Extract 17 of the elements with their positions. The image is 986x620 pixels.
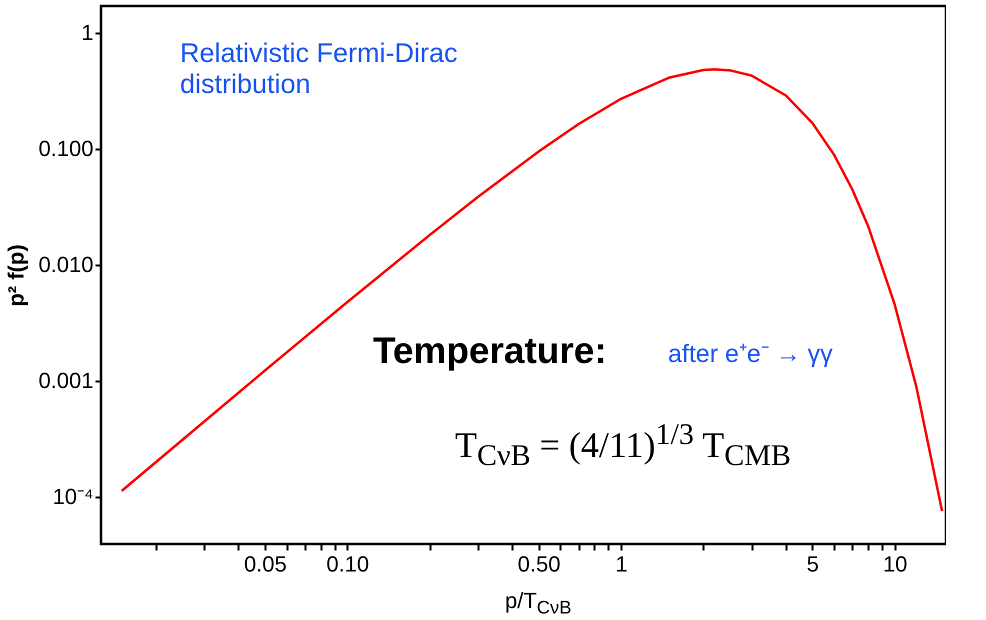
annotation: T$_{CνB}$ = (4/11)$^{1/3}$ T$_{CMB}$ bbox=[455, 418, 791, 474]
x-tick-label: 1 bbox=[615, 552, 628, 576]
y-axis-title: p² f(p) bbox=[3, 244, 28, 307]
x-tick-label: 10 bbox=[882, 552, 908, 576]
x-tick-label: 0.50 bbox=[518, 552, 560, 576]
y-tick-label: 0.001 bbox=[38, 368, 94, 394]
y-tick-label: 10⁻⁴ bbox=[52, 484, 94, 510]
x-axis-title: p/T$_{CνB}$ bbox=[505, 588, 572, 618]
annotation: Temperature: bbox=[373, 330, 607, 373]
y-tick-label: 0.100 bbox=[38, 136, 94, 162]
x-tick-label: 0.10 bbox=[326, 552, 370, 576]
y-tick-label: 0.010 bbox=[38, 252, 94, 278]
annotation: Relativistic Fermi-Dirac distribution bbox=[180, 38, 459, 100]
annotation: after e⁺e⁻ → γγ bbox=[668, 340, 833, 369]
x-tick-label: 5 bbox=[806, 552, 819, 576]
x-tick-label: 0.05 bbox=[244, 552, 287, 576]
y-tick-label: 1 bbox=[81, 20, 94, 46]
